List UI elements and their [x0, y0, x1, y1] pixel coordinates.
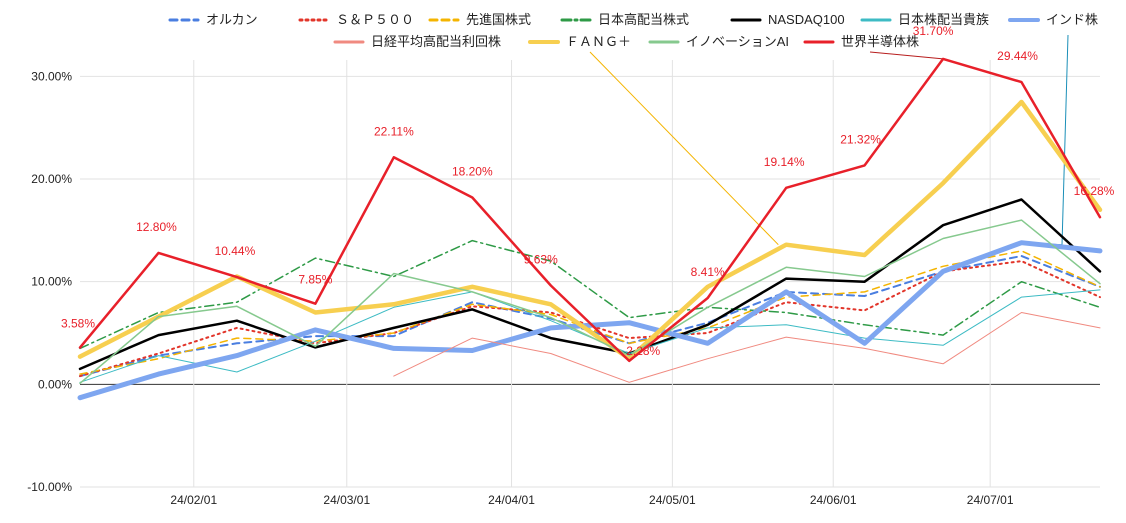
- legend-label: 先進国株式: [466, 12, 531, 27]
- legend[interactable]: オルカン Ｓ＆Ｐ５００ 先進国株式 日本高配当株式 NASDAQ100 日本株配当貴族 イン…: [168, 12, 1098, 49]
- x-tick-label: 24/05/01: [649, 493, 696, 507]
- data-label: 2.28%: [626, 344, 660, 358]
- data-label: 29.44%: [997, 49, 1038, 63]
- x-axis-ticks: 24/02/01 24/03/01 24/04/01 24/05/01 24/06/01…: [170, 493, 1013, 507]
- legend-label: 日本高配当株式: [598, 12, 689, 27]
- legend-item-jp[interactable]: オルカン: [168, 12, 258, 27]
- data-label: 19.14%: [764, 155, 805, 169]
- data-label: 18.20%: [452, 164, 493, 178]
- label-leader-lines: [589, 34, 1069, 246]
- y-tick-label: -10.00%: [27, 480, 72, 494]
- y-axis-ticks: -10.00% 0.00% 10.00% 20.00% 30.00%: [27, 69, 72, 494]
- series-line-jp: [79, 255, 1101, 378]
- gridlines: [80, 60, 1100, 488]
- data-label: 8.41%: [691, 265, 725, 279]
- legend-label: ＦＡＮＧ＋: [566, 34, 631, 49]
- data-label: 21.32%: [840, 132, 881, 146]
- y-tick-label: 10.00%: [31, 275, 72, 289]
- legend-label: 日本株配当貴族: [898, 12, 989, 27]
- legend-label: インド株: [1046, 12, 1098, 27]
- series-line-nasdaq100: [78, 198, 1102, 371]
- legend-label: 日経平均高配当利回株: [371, 34, 501, 49]
- india-legend-leader-line: [1021, 34, 1069, 246]
- legend-label: オルカン: [206, 12, 258, 27]
- semiconductor-legend-leader-line: [869, 51, 944, 60]
- data-label: 7.85%: [298, 273, 332, 287]
- series-line-jp: [78, 57, 1102, 363]
- series-line-jp: [77, 240, 1103, 401]
- legend-label: NASDAQ100: [768, 12, 845, 27]
- y-tick-label: 0.00%: [38, 377, 72, 391]
- legend-item-jp[interactable]: 先進国株式: [428, 12, 531, 27]
- legend-item-jp[interactable]: 日本高配当株式: [560, 12, 689, 27]
- x-tick-label: 24/06/01: [810, 493, 857, 507]
- fang-legend-leader-line: [589, 51, 779, 246]
- legend-item-nasdaq100[interactable]: NASDAQ100: [730, 12, 845, 27]
- data-labels: 3.58% 12.80% 10.44% 7.85% 22.11% 18.20% 9.63% 2…: [61, 24, 1115, 358]
- legend-label: 世界半導体株: [841, 34, 919, 49]
- legend-item-jp[interactable]: 日本株配当貴族: [860, 12, 989, 27]
- x-tick-label: 24/03/01: [323, 493, 370, 507]
- legend-item-jp[interactable]: 世界半導体株: [803, 34, 919, 49]
- legend-item-jp[interactable]: インド株: [1008, 12, 1098, 27]
- data-label: 3.58%: [61, 317, 95, 331]
- series-line-jp: [79, 260, 1101, 378]
- data-label: 12.80%: [136, 220, 177, 234]
- x-tick-label: 24/02/01: [170, 493, 217, 507]
- data-label: 22.11%: [374, 124, 414, 138]
- x-tick-label: 24/04/01: [488, 493, 535, 507]
- series-lines: [77, 57, 1103, 401]
- legend-label: Ｓ＆Ｐ５００: [336, 12, 414, 27]
- y-tick-label: 30.00%: [31, 69, 72, 83]
- legend-item-ai[interactable]: イノベーションAI: [648, 34, 789, 49]
- series-line-ai: [79, 219, 1101, 385]
- x-tick-label: 24/07/01: [967, 493, 1014, 507]
- series-line-jp: [79, 239, 1101, 350]
- legend-label: イノベーションAI: [686, 34, 789, 49]
- y-tick-label: 20.00%: [31, 172, 72, 186]
- data-label: 9.63%: [524, 252, 558, 266]
- legend-item-jp[interactable]: ＦＡＮＧ＋: [528, 34, 631, 49]
- data-label: 16.28%: [1074, 184, 1115, 198]
- series-line-jp: [393, 312, 1101, 383]
- data-label: 10.44%: [215, 244, 256, 258]
- legend-item-jp[interactable]: 日経平均高配当利回株: [333, 34, 501, 49]
- data-label: 31.70%: [913, 24, 954, 38]
- legend-item-jp[interactable]: Ｓ＆Ｐ５００: [298, 12, 414, 27]
